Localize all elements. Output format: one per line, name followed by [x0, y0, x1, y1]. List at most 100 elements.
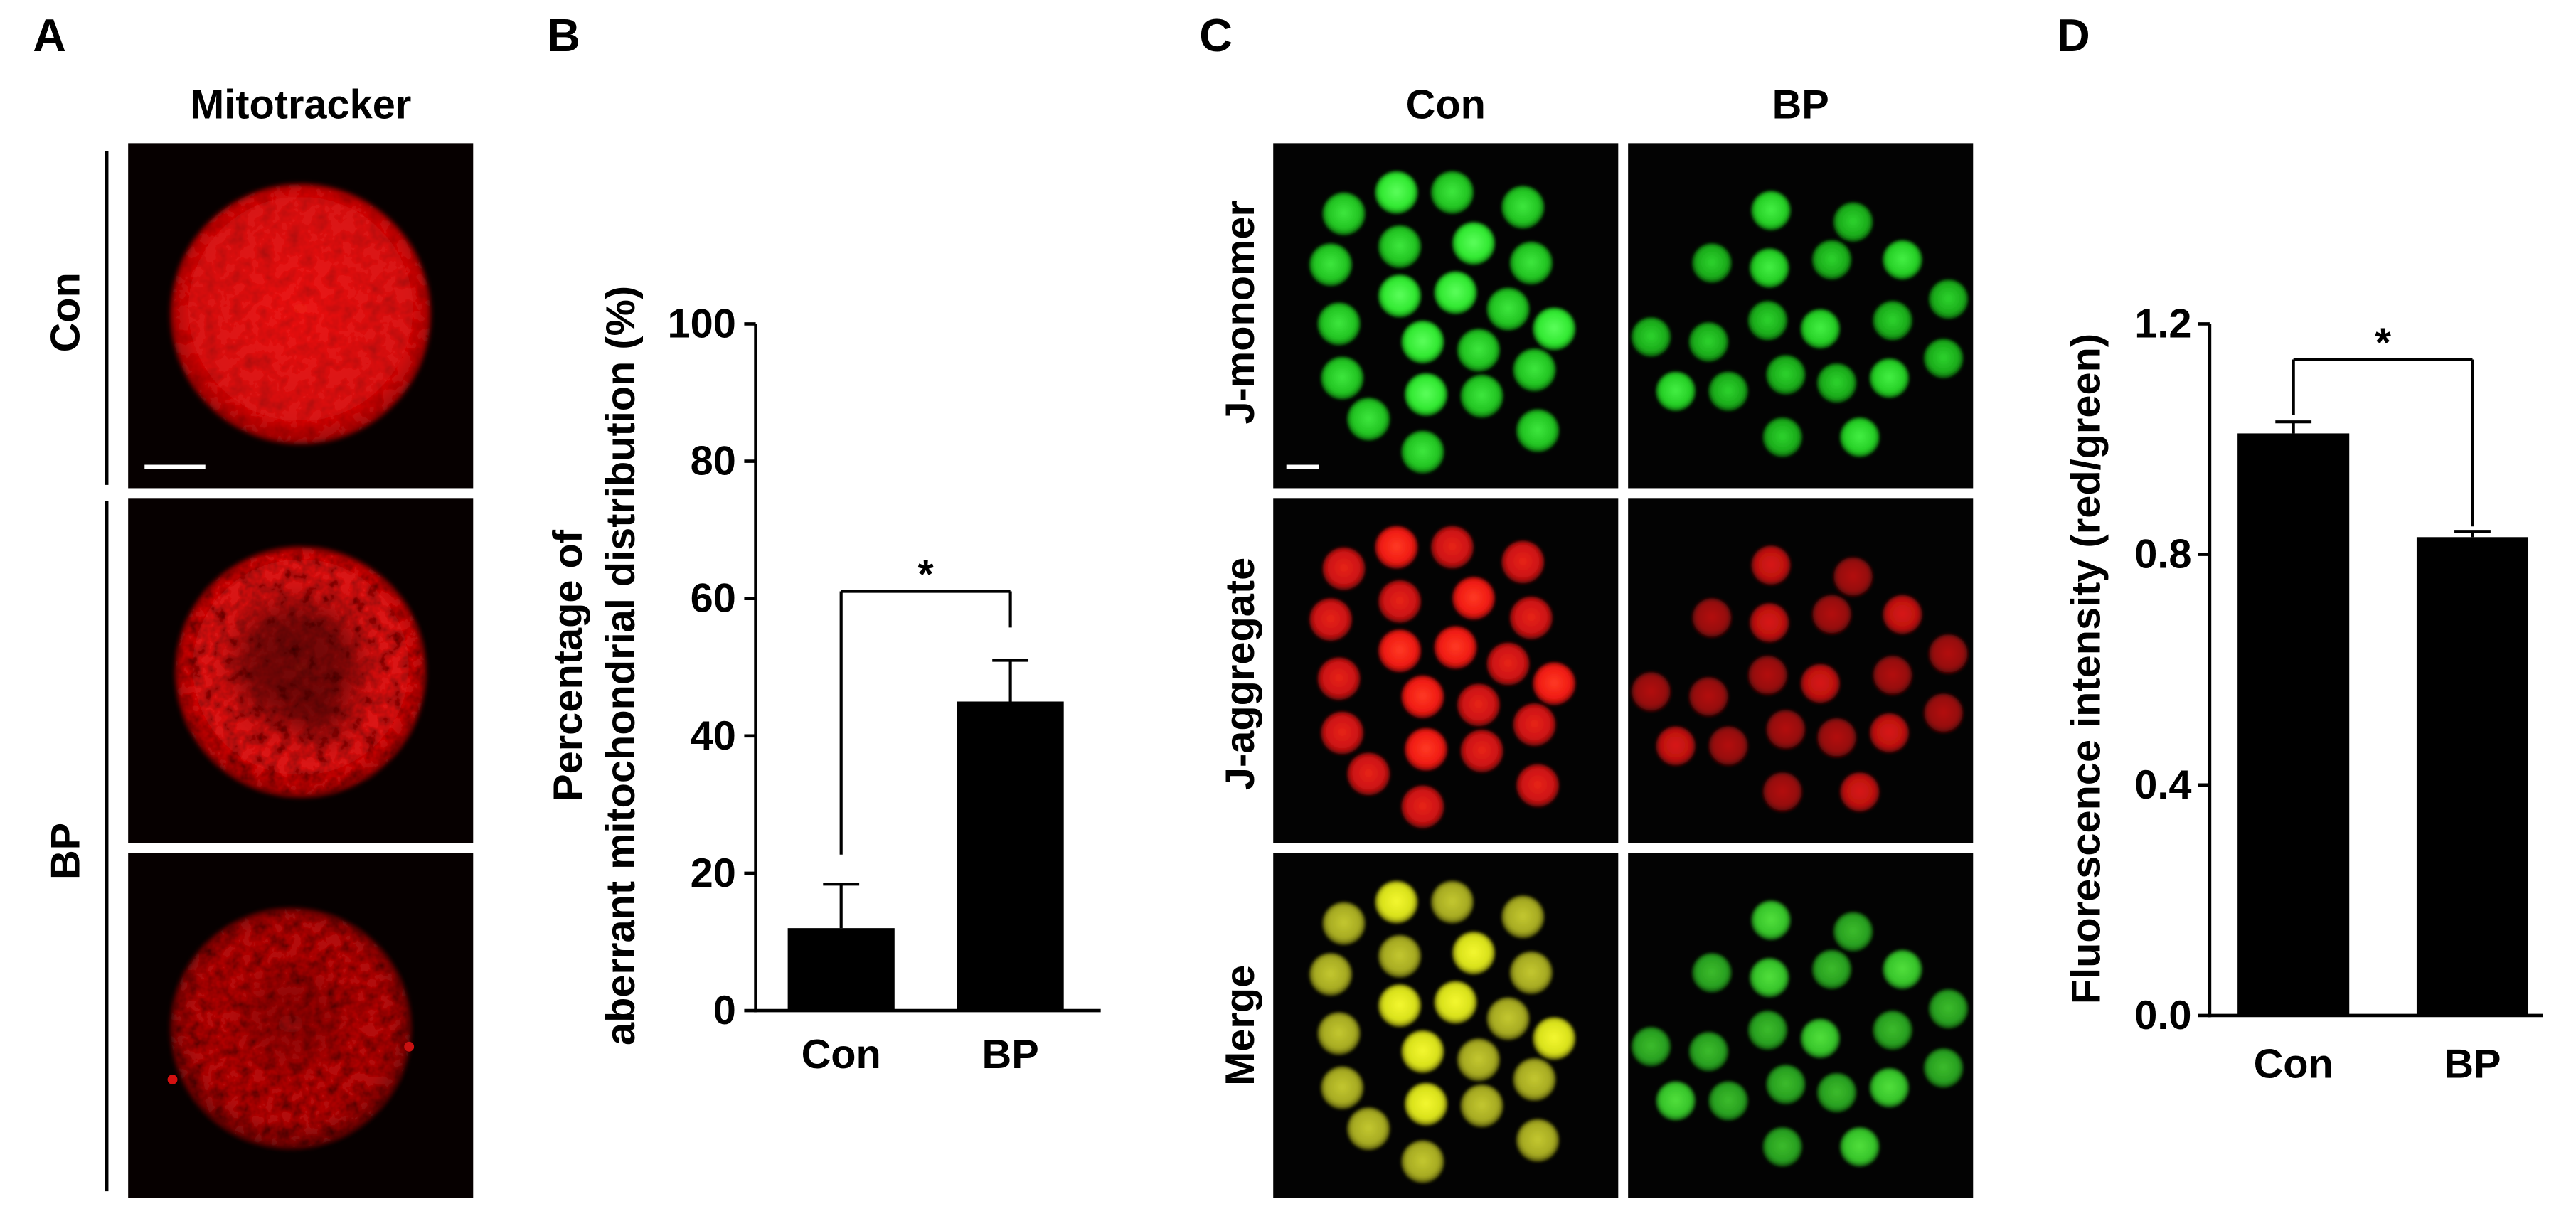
- embryo: [1833, 912, 1873, 952]
- column-label-con: Con: [1406, 82, 1486, 128]
- row-label-j-monomer: J-monomer: [1218, 201, 1263, 424]
- embryo: [1811, 240, 1852, 280]
- embryo: [1631, 317, 1671, 357]
- embryo: [1401, 1140, 1444, 1183]
- embryo: [1766, 710, 1806, 750]
- embryo: [1457, 1038, 1500, 1082]
- embryo: [1533, 1017, 1576, 1060]
- embryo: [1460, 1084, 1503, 1128]
- embryo: [1509, 596, 1553, 639]
- red-speck: [404, 1041, 415, 1052]
- embryo: [1516, 764, 1560, 807]
- x-tick-label-bp: BP: [2444, 1042, 2501, 1087]
- embryo: [1766, 1065, 1806, 1104]
- embryo: [1378, 934, 1422, 978]
- j-monomer-bp-image: [1628, 143, 1974, 489]
- embryo: [1766, 355, 1806, 395]
- mitotracker-con-image: [128, 143, 474, 489]
- embryo: [1378, 274, 1422, 318]
- embryo: [1321, 356, 1364, 400]
- embryo: [1347, 1107, 1390, 1151]
- y-tick-label: 0.8: [2134, 532, 2191, 577]
- x-tick-label-con: Con: [802, 1032, 881, 1077]
- embryo-cluster: [1631, 191, 1969, 457]
- red-speck: [167, 1075, 178, 1084]
- panel-b-label: B: [547, 9, 580, 61]
- embryo: [1869, 713, 1910, 753]
- bar-con: [787, 928, 895, 1011]
- embryo: [1800, 663, 1841, 704]
- embryo: [1840, 772, 1880, 812]
- y-tick-label: 60: [691, 576, 736, 622]
- embryo: [1692, 598, 1732, 638]
- embryo: [1516, 1119, 1560, 1162]
- mitotracker-bp-image-1: [128, 498, 474, 843]
- embryo: [1457, 683, 1500, 727]
- embryo: [1751, 191, 1791, 230]
- embryo: [1513, 1057, 1556, 1102]
- embryo: [1375, 171, 1418, 214]
- embryo: [1873, 301, 1912, 341]
- embryo: [1401, 1030, 1444, 1073]
- embryo: [1928, 634, 1969, 674]
- y-axis-label: Fluorescence intensity (red/green): [2064, 334, 2109, 1004]
- embryo: [1375, 880, 1418, 924]
- embryo: [1317, 302, 1361, 346]
- embryo: [1816, 363, 1857, 403]
- j-aggregate-bp-image: [1628, 498, 1974, 843]
- oocyte: [171, 184, 431, 444]
- embryo: [1378, 225, 1422, 268]
- oocyte-dark-spot: [302, 698, 346, 742]
- embryo: [1434, 981, 1477, 1024]
- panel-c: C Con BP J-monomer J-aggregate Merge: [1199, 9, 1974, 1198]
- column-label-bp: BP: [1772, 82, 1829, 128]
- y-axis-label-line-2: aberrant mitochondrial distribution (%): [598, 286, 644, 1045]
- embryo: [1840, 1127, 1880, 1167]
- panel-b: B Percentage of aberrant mitochondrial d…: [545, 9, 1101, 1077]
- y-tick-label: 0.4: [2134, 762, 2191, 808]
- embryo: [1486, 287, 1530, 331]
- embryo: [1692, 953, 1732, 993]
- embryo: [1378, 629, 1422, 673]
- embryo: [1378, 984, 1422, 1028]
- embryo: [1928, 988, 1969, 1029]
- embryo: [1452, 932, 1496, 975]
- embryo: [1688, 677, 1729, 717]
- embryo: [1840, 417, 1880, 457]
- embryo: [1375, 526, 1418, 569]
- embryo: [1873, 1011, 1912, 1050]
- embryo: [1501, 540, 1545, 584]
- embryo: [1656, 726, 1696, 766]
- fluorescence-ratio-bar-chart: Con BP 0.0 0.4 0.8 1.2 *: [2134, 301, 2543, 1087]
- oocyte-dark-center: [235, 601, 360, 727]
- embryo-cluster: [1309, 171, 1576, 474]
- y-tick-label: 100: [668, 301, 736, 346]
- panel-a: A Mitotracker Con BP: [33, 9, 474, 1198]
- embryo: [1501, 186, 1545, 229]
- row-label-con: Con: [43, 272, 88, 352]
- embryo-cluster: [1309, 526, 1576, 828]
- embryo-cluster: [1309, 880, 1576, 1183]
- embryo: [1928, 279, 1969, 319]
- embryo: [1401, 785, 1444, 828]
- embryo: [1800, 1018, 1841, 1058]
- embryo: [1631, 672, 1671, 712]
- significance-asterisk: *: [917, 552, 934, 597]
- embryo: [1533, 307, 1576, 351]
- embryo: [1800, 309, 1841, 349]
- embryo: [1405, 727, 1448, 771]
- embryo: [1434, 271, 1477, 314]
- embryo: [1923, 1048, 1964, 1088]
- embryo: [1762, 1127, 1803, 1167]
- embryo: [1321, 1066, 1364, 1109]
- embryo: [1692, 243, 1732, 283]
- merge-con-image: [1273, 853, 1619, 1198]
- embryo: [1708, 371, 1748, 411]
- embryo: [1873, 656, 1912, 695]
- embryo: [1816, 718, 1857, 758]
- embryo: [1513, 348, 1556, 392]
- embryo: [1750, 603, 1789, 643]
- x-tick-label-bp: BP: [982, 1032, 1039, 1077]
- embryo: [1309, 953, 1353, 996]
